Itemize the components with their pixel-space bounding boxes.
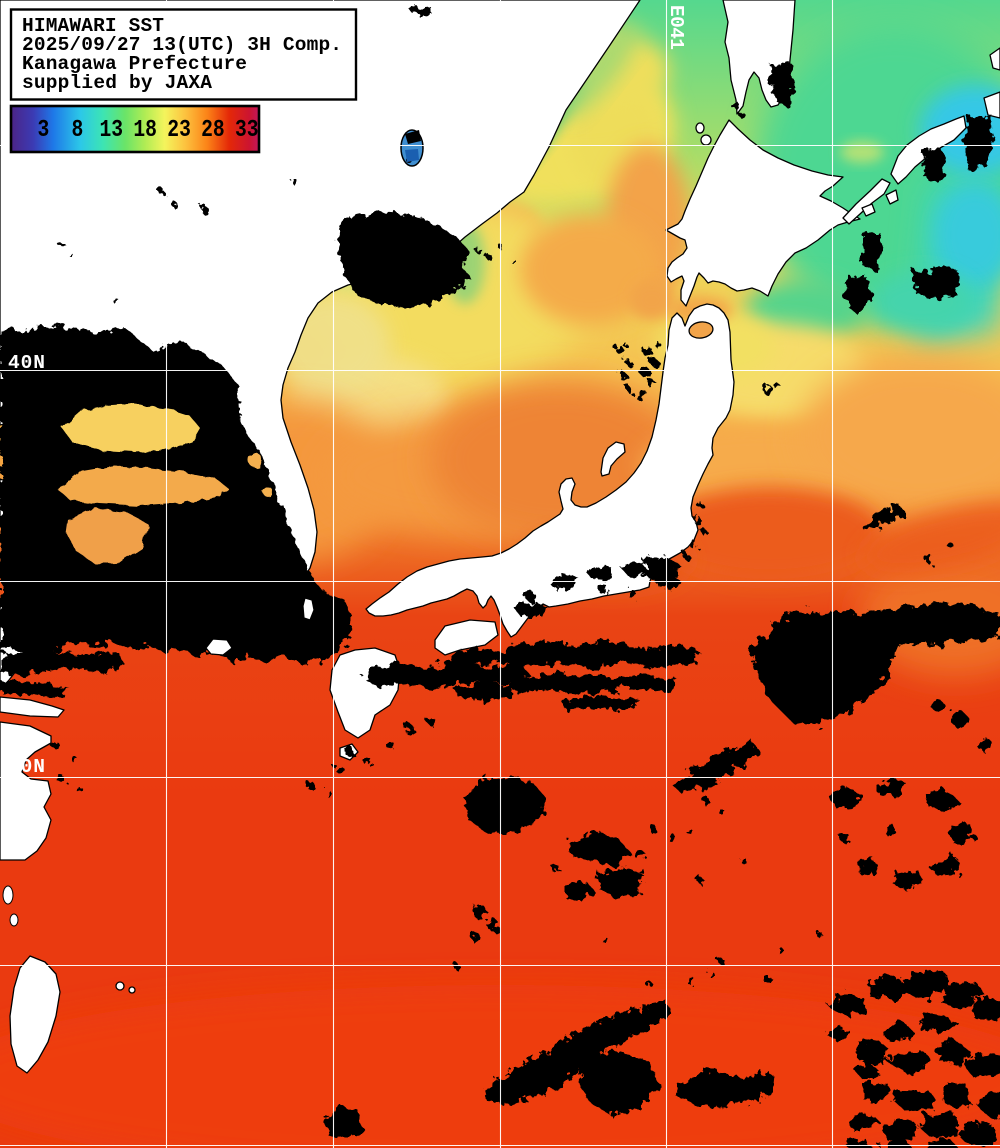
- svg-text:30N: 30N: [8, 756, 45, 778]
- svg-text:13: 13: [99, 116, 123, 143]
- svg-text:40N: 40N: [8, 352, 45, 374]
- svg-text:3: 3: [38, 116, 50, 143]
- svg-text:2025/09/27 13(UTC) 3H Comp.: 2025/09/27 13(UTC) 3H Comp.: [22, 34, 342, 56]
- svg-text:33: 33: [235, 116, 259, 143]
- svg-text:HIMAWARI SST: HIMAWARI SST: [22, 15, 164, 37]
- svg-text:23: 23: [167, 116, 191, 143]
- svg-text:Kanagawa Prefecture: Kanagawa Prefecture: [22, 53, 247, 75]
- svg-text:28: 28: [201, 116, 225, 143]
- svg-text:supplied by JAXA: supplied by JAXA: [22, 72, 212, 94]
- svg-text:18: 18: [133, 116, 157, 143]
- svg-text:8: 8: [72, 116, 84, 143]
- svg-text:E041: E041: [665, 5, 687, 50]
